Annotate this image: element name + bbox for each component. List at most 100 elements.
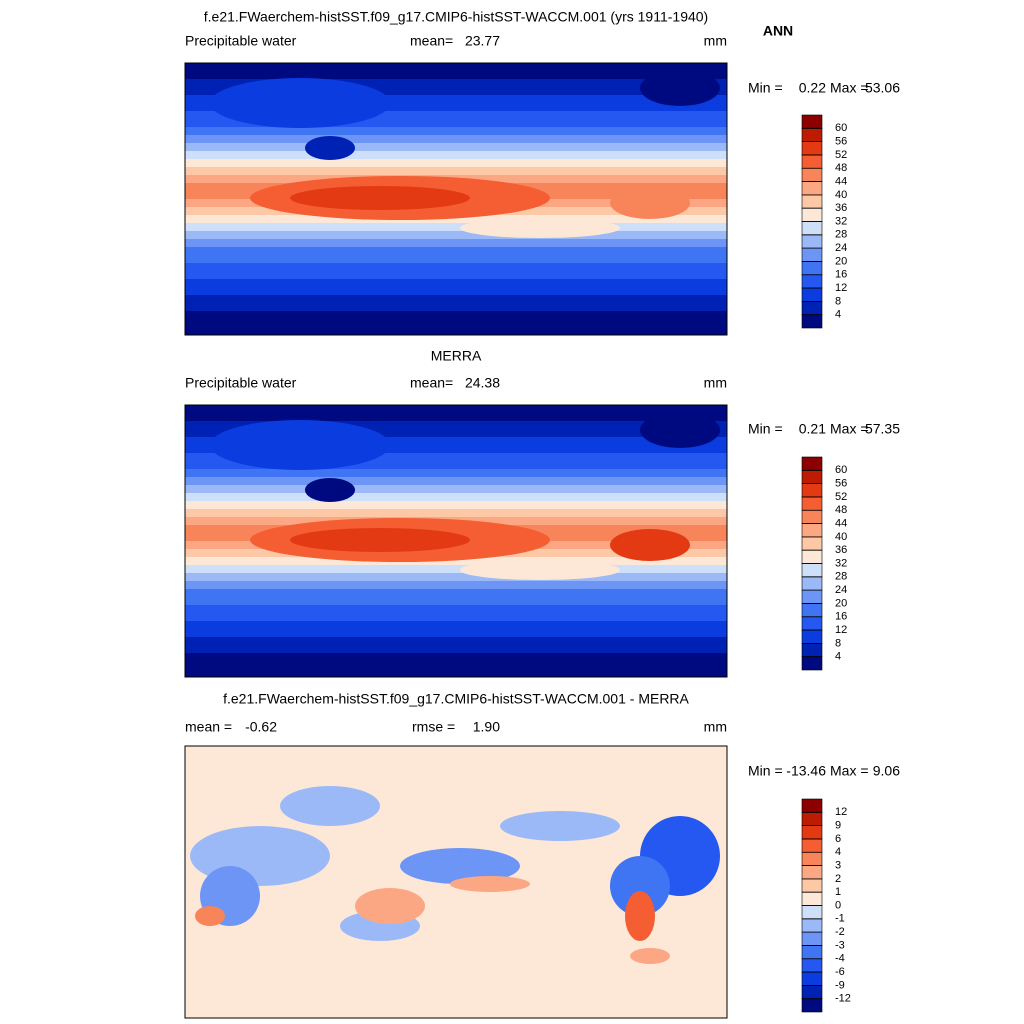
colorbar-label: 40 <box>835 189 847 201</box>
map-band <box>185 231 727 240</box>
colorbar-box <box>801 576 823 591</box>
colorbar-box <box>801 496 823 511</box>
colorbar-label: 12 <box>835 282 847 294</box>
mean-label: mean = <box>185 719 232 735</box>
panel-title: f.e21.FWaerchem-histSST.f09_g17.CMIP6-hi… <box>204 9 708 25</box>
colorbar-label: 0 <box>835 899 841 911</box>
colorbar-box <box>801 589 823 604</box>
rmse-value: 1.90 <box>473 719 500 735</box>
map-band <box>185 453 727 462</box>
map-blob <box>355 888 425 924</box>
colorbar-box <box>801 536 823 551</box>
colorbar-label: 20 <box>835 597 847 609</box>
map-band <box>185 111 727 120</box>
colorbar-label: 48 <box>835 504 847 516</box>
colorbar-label: -2 <box>835 926 845 938</box>
colorbar-label: 1 <box>835 886 841 898</box>
map-blob <box>305 136 355 160</box>
map-band <box>185 95 727 104</box>
map-band <box>185 437 727 446</box>
colorbar-box <box>801 985 823 999</box>
map-blob <box>195 906 225 926</box>
map-band <box>185 311 727 320</box>
colorbar-box <box>801 838 823 853</box>
map-blob <box>210 420 390 470</box>
map-band <box>185 573 727 582</box>
colorbar-label: 44 <box>835 175 847 187</box>
colorbar-box <box>801 167 823 182</box>
colorbar-label: 8 <box>835 295 841 307</box>
colorbar-label: -9 <box>835 979 845 991</box>
map-band <box>185 135 727 144</box>
colorbar-box <box>801 958 823 973</box>
max-value: 57.35 <box>865 421 900 437</box>
colorbar-box <box>801 656 823 671</box>
colorbar-label: 3 <box>835 859 841 871</box>
colorbar-box <box>801 523 823 538</box>
colorbar-box <box>801 483 823 498</box>
colorbar-box <box>801 998 823 1013</box>
colorbar-label: 56 <box>835 478 847 490</box>
map-band <box>185 413 727 422</box>
units-label: mm <box>704 33 727 49</box>
map-band <box>185 287 727 296</box>
map-band <box>185 605 727 614</box>
map <box>185 63 727 335</box>
map-band <box>185 215 727 224</box>
colorbar-label: 2 <box>835 873 841 885</box>
colorbar-box <box>801 563 823 578</box>
colorbar-label: -4 <box>835 953 845 965</box>
map-band <box>185 255 727 264</box>
colorbar-box <box>801 247 823 262</box>
colorbar-box <box>801 629 823 644</box>
map-band <box>185 581 727 590</box>
map <box>185 746 727 1018</box>
colorbar-label: 40 <box>835 531 847 543</box>
map-blob <box>400 848 520 884</box>
map-band <box>185 469 727 478</box>
map-band <box>185 319 727 328</box>
map-frame <box>184 62 728 336</box>
map-band <box>185 71 727 80</box>
map-band <box>185 597 727 606</box>
colorbar-label: 32 <box>835 557 847 569</box>
map-band <box>185 119 727 128</box>
colorbar-box <box>801 931 823 946</box>
map-band <box>185 63 727 72</box>
colorbar-label: 24 <box>835 242 847 254</box>
map <box>185 405 727 677</box>
colorbar-box <box>801 825 823 840</box>
map-band <box>185 629 727 638</box>
colorbar-label: 12 <box>835 806 847 818</box>
map-band <box>185 421 727 430</box>
colorbar-label: 60 <box>835 464 847 476</box>
map-band <box>185 143 727 152</box>
map-frame <box>184 404 728 678</box>
map-band <box>185 295 727 304</box>
map-band <box>185 613 727 622</box>
colorbar-label: 4 <box>835 651 841 663</box>
map-band <box>185 477 727 486</box>
min-label: Min = <box>748 421 783 437</box>
map-blob <box>460 560 620 580</box>
map-band <box>185 303 727 312</box>
colorbar-box <box>801 287 823 302</box>
map-band <box>185 239 727 248</box>
map-band <box>185 327 727 335</box>
season-label: ANN <box>763 23 793 39</box>
colorbar-box <box>801 509 823 524</box>
colorbar-label: -6 <box>835 966 845 978</box>
colorbar-box <box>801 905 823 920</box>
colorbar-label: 6 <box>835 833 841 845</box>
max-label: Max = <box>830 763 869 779</box>
map-band <box>185 645 727 654</box>
colorbar-box <box>801 891 823 906</box>
map-blob <box>610 856 670 916</box>
variable-label: Precipitable water <box>185 33 297 49</box>
max-label: Max = <box>830 421 869 437</box>
map-band <box>185 271 727 280</box>
map-band <box>185 485 727 494</box>
min-value: 0.21 <box>799 421 826 437</box>
colorbar-box <box>801 274 823 289</box>
map-blob <box>640 412 720 448</box>
